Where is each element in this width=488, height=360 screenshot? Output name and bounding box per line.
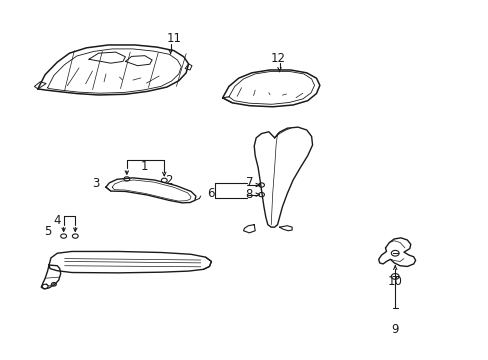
Text: 11: 11 [166,32,181,45]
Text: 8: 8 [245,188,252,201]
Text: 9: 9 [391,323,398,336]
Text: 10: 10 [387,275,402,288]
Text: 6: 6 [206,187,214,200]
Text: 12: 12 [270,52,285,65]
Text: 3: 3 [92,177,100,190]
Text: 2: 2 [165,174,173,186]
Text: 7: 7 [245,176,253,189]
Text: 5: 5 [44,225,51,238]
Text: 1: 1 [141,160,148,173]
Text: 4: 4 [54,213,61,226]
